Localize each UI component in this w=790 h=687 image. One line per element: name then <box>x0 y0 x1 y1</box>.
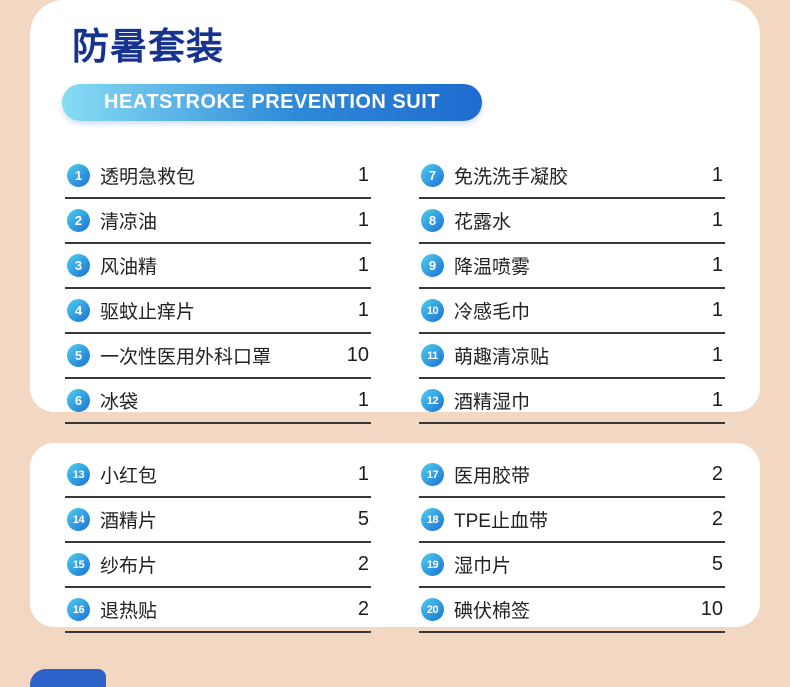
next-section-corner <box>30 669 106 687</box>
item-quantity: 10 <box>700 598 723 620</box>
item-column-left: 1 透明急救包 1 2 清凉油 1 3 风油精 1 4 驱蚊止痒片 1 5 一次性医用外科口罩 10 6 冰袋 1 <box>65 156 371 424</box>
item-quantity: 1 <box>357 389 369 411</box>
list-item: 10 冷感毛巾 1 <box>419 291 725 334</box>
item-quantity: 1 <box>711 209 723 231</box>
item-number-badge: 19 <box>421 553 444 576</box>
item-label: 酒精片 <box>100 511 158 532</box>
list-item: 1 透明急救包 1 <box>65 156 371 199</box>
item-quantity: 10 <box>346 344 369 366</box>
item-quantity: 1 <box>357 164 369 186</box>
item-number-badge: 5 <box>67 344 90 367</box>
item-column-left: 13 小红包 1 14 酒精片 5 15 纱布片 2 16 退热贴 2 <box>65 455 371 633</box>
item-number-badge: 16 <box>67 598 90 621</box>
item-number-badge: 9 <box>421 254 444 277</box>
list-item: 14 酒精片 5 <box>65 500 371 543</box>
item-number-badge: 2 <box>67 209 90 232</box>
list-item: 12 酒精湿巾 1 <box>419 381 725 424</box>
item-quantity: 1 <box>357 254 369 276</box>
item-label: 湿巾片 <box>454 556 512 577</box>
list-item: 2 清凉油 1 <box>65 201 371 244</box>
item-number-badge: 4 <box>67 299 90 322</box>
list-item: 3 风油精 1 <box>65 246 371 289</box>
banner-text: HEATSTROKE PREVENTION SUIT <box>104 91 440 113</box>
item-label: 降温喷雾 <box>454 257 531 278</box>
item-quantity: 1 <box>711 299 723 321</box>
item-label: 驱蚊止痒片 <box>100 302 196 323</box>
page-title: 防暑套装 <box>72 26 224 67</box>
item-number-badge: 8 <box>421 209 444 232</box>
item-number-badge: 17 <box>421 463 444 486</box>
item-quantity: 5 <box>357 508 369 530</box>
item-number-badge: 10 <box>421 299 444 322</box>
item-quantity: 1 <box>711 254 723 276</box>
item-quantity: 2 <box>357 553 369 575</box>
item-label: 纱布片 <box>100 556 158 577</box>
item-label: 碘伏棉签 <box>454 601 531 622</box>
item-quantity: 2 <box>711 463 723 485</box>
item-label: 风油精 <box>100 257 158 278</box>
list-item: 16 退热贴 2 <box>65 590 371 633</box>
heatstroke-banner: HEATSTROKE PREVENTION SUIT <box>62 84 482 121</box>
item-list-card-top: 防暑套装 HEATSTROKE PREVENTION SUIT 1 透明急救包 1 2… <box>30 0 760 424</box>
item-number-badge: 18 <box>421 508 444 531</box>
item-quantity: 2 <box>357 598 369 620</box>
list-item: 17 医用胶带 2 <box>419 455 725 498</box>
item-number-badge: 12 <box>421 389 444 412</box>
item-label: 冷感毛巾 <box>454 302 531 323</box>
item-columns-bottom: 13 小红包 1 14 酒精片 5 15 纱布片 2 16 退热贴 2 17 医用胶带 2 18 TPE止血带… <box>65 455 725 633</box>
item-quantity: 2 <box>711 508 723 530</box>
item-number-badge: 14 <box>67 508 90 531</box>
item-number-badge: 7 <box>421 164 444 187</box>
item-quantity: 1 <box>357 299 369 321</box>
item-list-card-bottom: 13 小红包 1 14 酒精片 5 15 纱布片 2 16 退热贴 2 17 医用胶带 2 18 TPE止血带… <box>30 443 760 633</box>
item-number-badge: 13 <box>67 463 90 486</box>
list-item: 6 冰袋 1 <box>65 381 371 424</box>
list-item: 20 碘伏棉签 10 <box>419 590 725 633</box>
item-column-right: 17 医用胶带 2 18 TPE止血带 2 19 湿巾片 5 20 碘伏棉签 10 <box>419 455 725 633</box>
item-number-badge: 20 <box>421 598 444 621</box>
item-label: 萌趣清凉贴 <box>454 347 550 368</box>
item-label: 小红包 <box>100 466 158 487</box>
item-label: 清凉油 <box>100 212 158 233</box>
item-label: 透明急救包 <box>100 167 196 188</box>
list-item: 8 花露水 1 <box>419 201 725 244</box>
item-number-badge: 3 <box>67 254 90 277</box>
list-item: 18 TPE止血带 2 <box>419 500 725 543</box>
list-item: 13 小红包 1 <box>65 455 371 498</box>
item-column-right: 7 免洗洗手凝胶 1 8 花露水 1 9 降温喷雾 1 10 冷感毛巾 1 11 萌趣清凉贴 1 12 酒精湿巾… <box>419 156 725 424</box>
item-number-badge: 15 <box>67 553 90 576</box>
list-item: 5 一次性医用外科口罩 10 <box>65 336 371 379</box>
item-label: TPE止血带 <box>454 511 548 532</box>
item-number-badge: 6 <box>67 389 90 412</box>
list-item: 11 萌趣清凉贴 1 <box>419 336 725 379</box>
item-label: 酒精湿巾 <box>454 392 531 413</box>
item-number-badge: 11 <box>421 344 444 367</box>
item-label: 一次性医用外科口罩 <box>100 347 272 368</box>
item-quantity: 5 <box>711 553 723 575</box>
item-number-badge: 1 <box>67 164 90 187</box>
list-item: 4 驱蚊止痒片 1 <box>65 291 371 334</box>
list-item: 15 纱布片 2 <box>65 545 371 588</box>
item-quantity: 1 <box>711 344 723 366</box>
item-label: 免洗洗手凝胶 <box>454 167 569 188</box>
item-label: 退热贴 <box>100 601 158 622</box>
item-quantity: 1 <box>357 209 369 231</box>
item-columns-top: 1 透明急救包 1 2 清凉油 1 3 风油精 1 4 驱蚊止痒片 1 5 一次性医用外科口罩 10 6 冰袋 1… <box>65 156 725 424</box>
list-item: 19 湿巾片 5 <box>419 545 725 588</box>
item-label: 冰袋 <box>100 392 139 413</box>
list-item: 9 降温喷雾 1 <box>419 246 725 289</box>
item-quantity: 1 <box>711 164 723 186</box>
item-label: 医用胶带 <box>454 466 531 487</box>
item-quantity: 1 <box>711 389 723 411</box>
item-quantity: 1 <box>357 463 369 485</box>
list-item: 7 免洗洗手凝胶 1 <box>419 156 725 199</box>
item-label: 花露水 <box>454 212 512 233</box>
